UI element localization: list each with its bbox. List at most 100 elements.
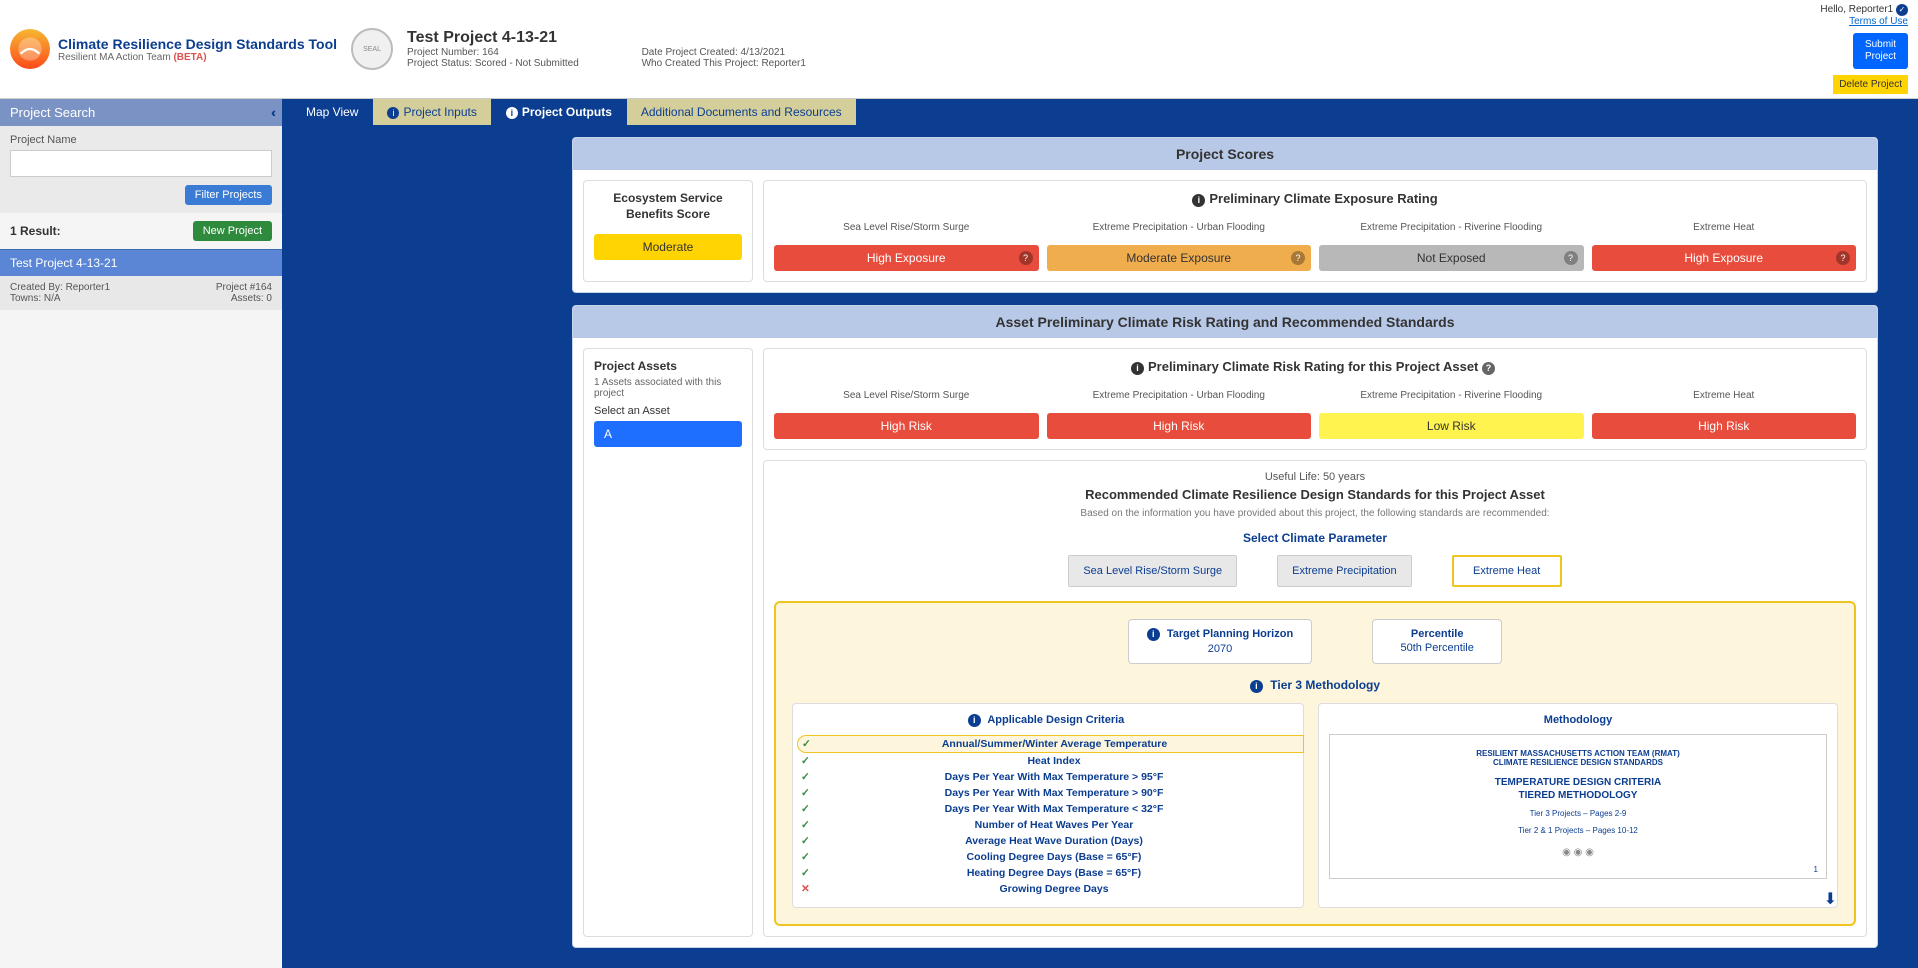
param-tab-extreme-heat[interactable]: Extreme Heat xyxy=(1452,555,1562,587)
collapse-sidebar-icon[interactable]: ‹‹‹ xyxy=(271,105,272,120)
tab-map-view[interactable]: Map View xyxy=(292,99,373,125)
criteria-item[interactable]: ✓Number of Heat Waves Per Year xyxy=(797,817,1295,833)
parameter-detail-panel: i Target Planning Horizon 2070 Percentil… xyxy=(774,601,1856,926)
delete-project-button[interactable]: Delete Project xyxy=(1833,75,1908,94)
criteria-item[interactable]: ✓Average Heat Wave Duration (Days) xyxy=(797,833,1295,849)
exposure-label: Extreme Heat xyxy=(1592,215,1857,239)
info-icon[interactable]: i xyxy=(1131,362,1144,375)
risk-badge: High Risk xyxy=(1592,413,1857,439)
risk-badge: High Risk xyxy=(1047,413,1312,439)
sidebar-search-body: Project Name Filter Projects xyxy=(0,126,282,213)
param-tab-extreme-precipitation[interactable]: Extreme Precipitation xyxy=(1277,555,1412,587)
exposure-rating-title: iPreliminary Climate Exposure Rating xyxy=(774,191,1856,207)
exposure-label: Extreme Precipitation - Riverine Floodin… xyxy=(1319,215,1584,239)
new-project-button[interactable]: New Project xyxy=(193,221,272,241)
risk-label: Extreme Heat xyxy=(1592,383,1857,407)
ecosystem-score-badge: Moderate xyxy=(594,234,742,260)
criteria-item[interactable]: ✓Days Per Year With Max Temperature > 90… xyxy=(797,785,1295,801)
methodology-box: Methodology RESILIENT MASSACHUSETTS ACTI… xyxy=(1318,703,1838,908)
param-tabs: Sea Level Rise/Storm Surge Extreme Precip… xyxy=(774,555,1856,587)
risk-label: Extreme Precipitation - Riverine Floodin… xyxy=(1319,383,1584,407)
project-creator: Who Created This Project: Reporter1 xyxy=(642,58,806,69)
info-icon[interactable]: i xyxy=(1147,628,1160,641)
risk-rating-card: iPreliminary Climate Risk Rating for thi… xyxy=(763,348,1867,450)
sidebar: Project Search ‹‹‹ Project Name Filter P… xyxy=(0,99,282,968)
exposure-col: Extreme HeatHigh Exposure? xyxy=(1592,215,1857,271)
criteria-item[interactable]: ✕Growing Degree Days xyxy=(797,881,1295,897)
info-icon[interactable]: i xyxy=(1192,194,1205,207)
check-icon: ✓ xyxy=(801,819,810,831)
criteria-item[interactable]: ✓Days Per Year With Max Temperature < 32… xyxy=(797,801,1295,817)
results-bar: 1 Result: New Project xyxy=(0,213,282,249)
terms-link[interactable]: Terms of Use xyxy=(1820,16,1908,27)
exposure-label: Sea Level Rise/Storm Surge xyxy=(774,215,1039,239)
ecosystem-score-title: Ecosystem Service Benefits Score xyxy=(594,191,742,222)
exposure-col: Extreme Precipitation - Urban FloodingMo… xyxy=(1047,215,1312,271)
percentile-title: Percentile xyxy=(1391,628,1483,640)
download-icon[interactable]: ⬇ xyxy=(1824,889,1837,909)
standards-subtitle: Based on the information you have provid… xyxy=(774,508,1856,519)
tabbar: Map View iProject Inputs iProject Output… xyxy=(282,99,1918,125)
risk-label: Extreme Precipitation - Urban Flooding xyxy=(1047,383,1312,407)
risk-col: Extreme Precipitation - Riverine Floodin… xyxy=(1319,383,1584,439)
help-icon[interactable]: ? xyxy=(1564,251,1578,265)
check-icon: ✓ xyxy=(801,835,810,847)
check-icon: ✓ xyxy=(802,738,811,750)
result-row[interactable]: Test Project 4-13-21 xyxy=(0,249,282,276)
percentile-value: 50th Percentile xyxy=(1391,642,1483,654)
result-project-num: Project #164 xyxy=(141,282,272,293)
doc-page-number: 1 xyxy=(1814,865,1818,874)
risk-rating-title: iPreliminary Climate Risk Rating for thi… xyxy=(774,359,1856,375)
param-tab-sea-level-rise-storm-surge[interactable]: Sea Level Rise/Storm Surge xyxy=(1068,555,1237,587)
tab-additional-docs[interactable]: Additional Documents and Resources xyxy=(627,99,857,125)
useful-life: Useful Life: 50 years xyxy=(774,471,1856,483)
asset-a-button[interactable]: A xyxy=(594,421,742,447)
project-date-created: Date Project Created: 4/13/2021 xyxy=(642,47,806,58)
info-icon[interactable]: i xyxy=(968,714,981,727)
doc-footer-icons: ◉ ◉ ◉ xyxy=(1338,847,1818,858)
tool-subtitle: Resilient MA Action Team (BETA) xyxy=(58,52,337,63)
sidebar-header: Project Search ‹‹‹ xyxy=(0,99,282,126)
project-title: Test Project 4-13-21 xyxy=(407,29,1820,47)
help-icon[interactable]: ? xyxy=(1291,251,1305,265)
project-name-input[interactable] xyxy=(10,150,272,177)
app-logo xyxy=(10,29,50,69)
project-search-label: Project Search xyxy=(10,105,95,120)
exposure-rating-card: iPreliminary Climate Exposure Rating Sea… xyxy=(763,180,1867,282)
check-icon: ✓ xyxy=(801,755,810,767)
criteria-item[interactable]: ✓Cooling Degree Days (Base = 65°F) xyxy=(797,849,1295,865)
help-icon[interactable]: ? xyxy=(1836,251,1850,265)
main: Map View iProject Inputs iProject Output… xyxy=(282,99,1918,968)
tab-project-inputs[interactable]: iProject Inputs xyxy=(373,99,491,125)
check-icon: ✓ xyxy=(801,771,810,783)
content: Project Scores Ecosystem Service Benefit… xyxy=(282,125,1918,968)
risk-label: Sea Level Rise/Storm Surge xyxy=(774,383,1039,407)
help-icon[interactable]: ? xyxy=(1482,362,1495,375)
criteria-item[interactable]: ✓Annual/Summer/Winter Average Temperatur… xyxy=(797,735,1304,753)
methodology-title: Methodology xyxy=(1329,714,1827,726)
result-created-by: Created By: Reporter1 xyxy=(10,282,141,293)
asset-risk-header: Asset Preliminary Climate Risk Rating an… xyxy=(573,306,1877,338)
methodology-document-preview[interactable]: RESILIENT MASSACHUSETTS ACTION TEAM (RMA… xyxy=(1329,734,1827,879)
exposure-badge: Not Exposed? xyxy=(1319,245,1584,271)
project-assets-count: 1 Assets associated with this project xyxy=(594,377,742,399)
project-number: Project Number: 164 xyxy=(407,47,579,58)
tab-project-outputs[interactable]: iProject Outputs xyxy=(492,99,627,125)
exposure-badge: Moderate Exposure? xyxy=(1047,245,1312,271)
help-icon[interactable]: ? xyxy=(1019,251,1033,265)
design-criteria-box: i Applicable Design Criteria ✓Annual/Sum… xyxy=(792,703,1304,908)
criteria-item[interactable]: ✓Heat Index xyxy=(797,753,1295,769)
select-parameter-title: Select Climate Parameter xyxy=(774,531,1856,545)
criteria-item[interactable]: ✓Heating Degree Days (Base = 65°F) xyxy=(797,865,1295,881)
x-icon: ✕ xyxy=(801,883,810,895)
submit-project-button[interactable]: Submit Project xyxy=(1853,33,1908,69)
results-count: 1 Result: xyxy=(10,224,61,238)
check-icon: ✓ xyxy=(801,787,810,799)
info-icon[interactable]: i xyxy=(1250,680,1263,693)
criteria-item[interactable]: ✓Days Per Year With Max Temperature > 95… xyxy=(797,769,1295,785)
tier-methodology-title: i Tier 3 Methodology xyxy=(792,678,1838,693)
tool-title-block: Climate Resilience Design Standards Tool… xyxy=(58,36,337,63)
project-scores-panel: Project Scores Ecosystem Service Benefit… xyxy=(572,137,1878,293)
hello-user: Hello, Reporter1 xyxy=(1820,4,1893,15)
filter-projects-button[interactable]: Filter Projects xyxy=(185,185,272,205)
